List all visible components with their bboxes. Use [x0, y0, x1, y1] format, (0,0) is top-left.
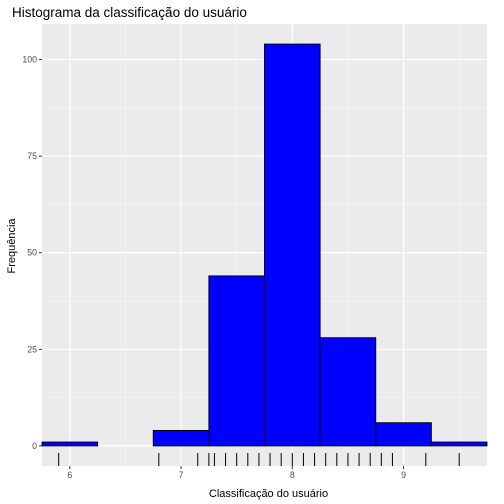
histogram-bar [376, 423, 432, 446]
histogram-bar [42, 442, 98, 446]
chart-title: Histograma da classificação do usuário [12, 5, 247, 20]
y-tick-label: 25 [27, 344, 37, 354]
y-axis-title: Frequência [6, 218, 18, 274]
y-tick-label: 100 [22, 55, 37, 65]
y-tick-label: 75 [27, 151, 37, 161]
x-tick-label: 7 [179, 470, 184, 480]
x-axis: 6 7 8 9 [67, 466, 406, 480]
y-tick-label: 0 [32, 441, 37, 451]
histogram-bar [265, 44, 321, 446]
y-tick-label: 50 [27, 248, 37, 258]
x-tick-label: 9 [401, 470, 406, 480]
histogram-bar [431, 442, 487, 446]
y-axis: 0 25 50 75 100 [22, 55, 42, 451]
histogram-bar [153, 430, 209, 445]
x-axis-title: Classificação do usuário [209, 488, 328, 500]
histogram-bar [209, 276, 265, 446]
histogram-bar [320, 338, 376, 446]
x-tick-label: 6 [67, 470, 72, 480]
x-tick-label: 8 [290, 470, 295, 480]
